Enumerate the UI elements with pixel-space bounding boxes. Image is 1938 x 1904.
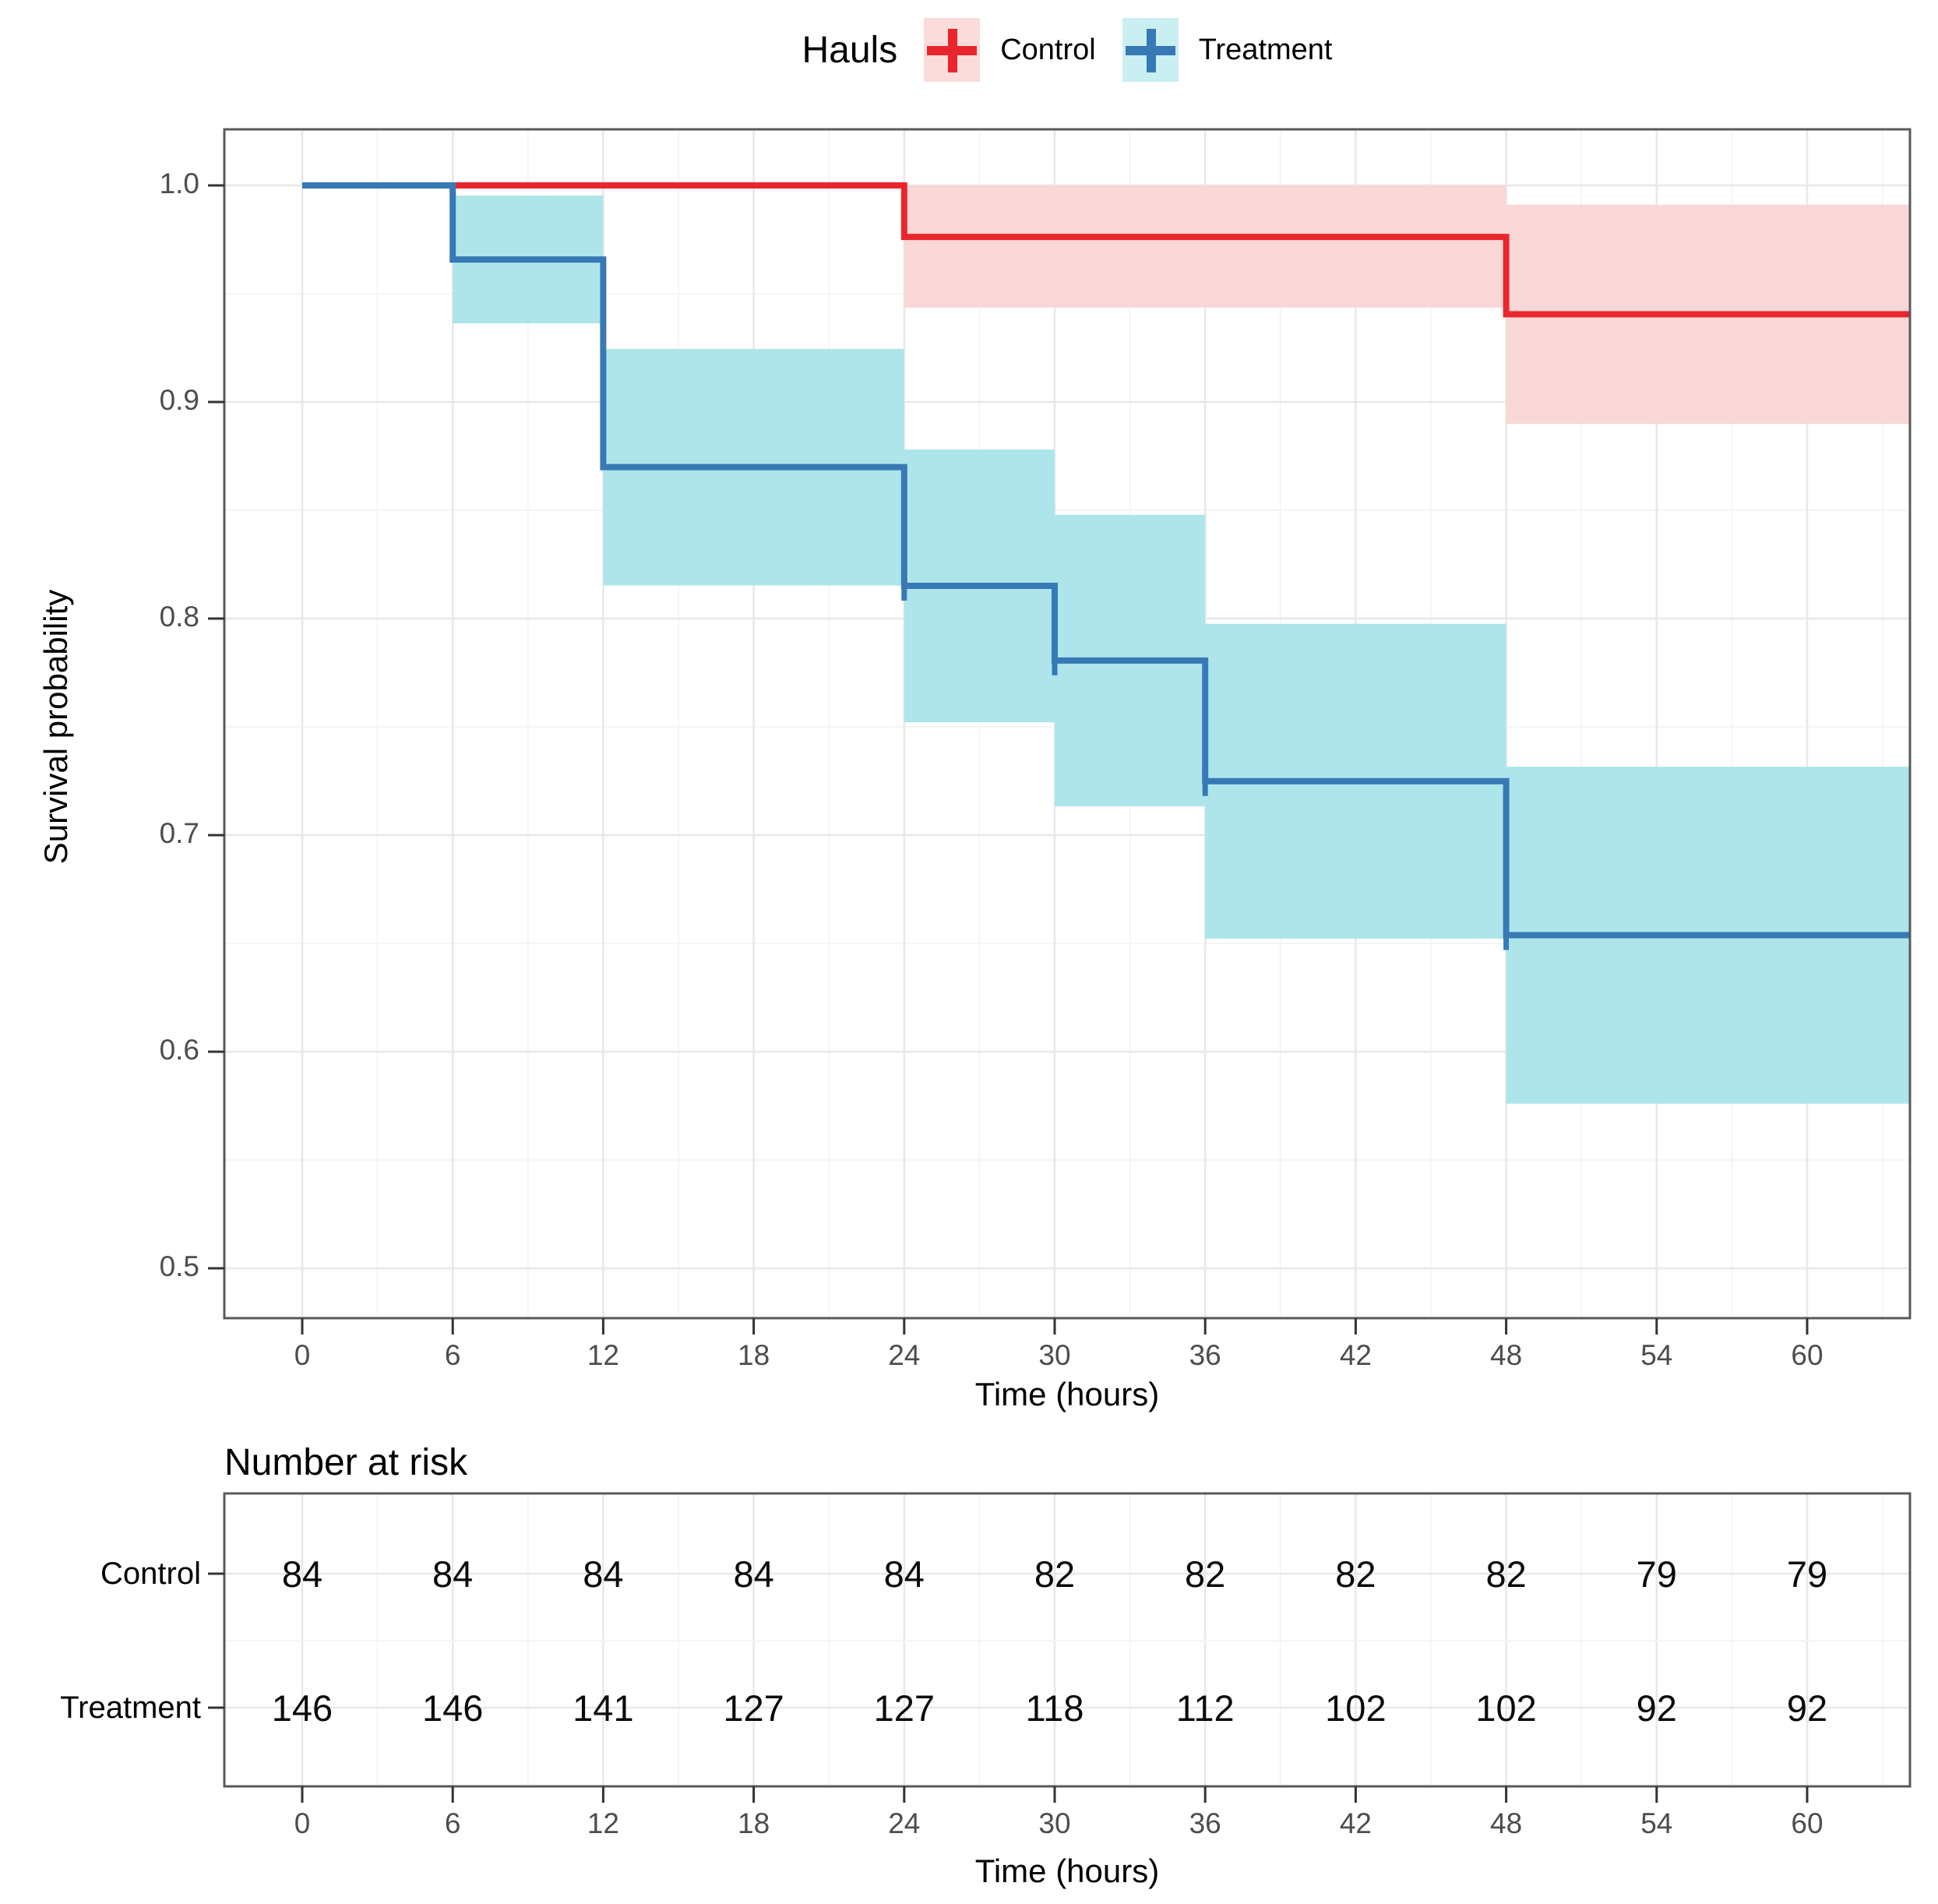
risk-x-tick-label: 6: [444, 1807, 461, 1839]
risk-x-tick-label: 24: [888, 1807, 921, 1839]
y-axis-title: Survival probability: [37, 589, 74, 865]
risk-value-control: 84: [583, 1553, 624, 1595]
risk-x-tick-label: 36: [1189, 1807, 1221, 1839]
risk-value-treatment: 92: [1636, 1687, 1677, 1729]
legend-item-treatment: Treatment: [1122, 18, 1333, 82]
risk-value-control: 82: [1034, 1553, 1076, 1595]
x-axis-title-main: Time (hours): [974, 1376, 1160, 1412]
risk-value-treatment: 127: [723, 1687, 784, 1729]
risk-row-label-control: Control: [100, 1557, 201, 1591]
x-tick-label: 36: [1189, 1339, 1221, 1371]
x-tick-label: 48: [1490, 1339, 1523, 1371]
legend-label-control: Control: [1000, 33, 1096, 66]
risk-x-tick-label: 0: [294, 1807, 311, 1839]
risk-x-tick-label: 48: [1490, 1807, 1523, 1839]
x-tick-label: 60: [1791, 1339, 1823, 1371]
risk-value-control: 84: [883, 1553, 925, 1595]
x-tick-label: 12: [587, 1339, 619, 1371]
legend-item-control: Control: [924, 18, 1096, 82]
treatment-plus-icon: [1122, 18, 1179, 82]
risk-x-tick-label: 18: [738, 1807, 770, 1839]
x-tick-label: 54: [1640, 1339, 1673, 1371]
risk-value-treatment: 102: [1475, 1687, 1537, 1729]
risk-panel-border: [223, 1492, 1912, 1788]
risk-row-label-treatment: Treatment: [60, 1691, 201, 1725]
ci-band-control: [904, 185, 1506, 308]
risk-value-treatment: 141: [573, 1687, 634, 1729]
risk-x-tick-label: 30: [1038, 1807, 1071, 1839]
risk-value-control: 82: [1185, 1553, 1226, 1595]
survival-curve-treatment: [302, 182, 1910, 939]
risk-x-tick-label: 54: [1640, 1807, 1673, 1839]
risk-x-tick-label: 12: [587, 1807, 619, 1839]
y-tick-label: 1.0: [159, 167, 199, 199]
x-tick-label: 24: [888, 1339, 921, 1371]
risk-value-control: 79: [1636, 1553, 1677, 1595]
x-tick-label: 0: [294, 1339, 311, 1371]
control-plus-icon: [924, 18, 981, 82]
risk-value-control: 84: [733, 1553, 774, 1595]
risk-value-control: 84: [432, 1553, 474, 1595]
main-panel-border: [223, 128, 1912, 1320]
risk-value-treatment: 102: [1325, 1687, 1387, 1729]
risk-table-title: Number at risk: [224, 1442, 468, 1483]
plot-legend: Hauls Control Treatment: [224, 17, 1910, 83]
risk-value-control: 84: [281, 1553, 323, 1595]
risk-value-control: 79: [1786, 1553, 1828, 1595]
legend-title: Hauls: [802, 29, 898, 71]
risk-value-treatment: 127: [873, 1687, 935, 1729]
y-tick-label: 0.7: [159, 817, 199, 849]
risk-value-treatment: 112: [1175, 1687, 1235, 1729]
risk-value-treatment: 118: [1025, 1687, 1084, 1729]
risk-value-control: 82: [1335, 1553, 1376, 1595]
risk-value-treatment: 92: [1786, 1687, 1828, 1729]
y-tick-label: 0.8: [159, 601, 199, 633]
survival-curve-control: [302, 182, 1910, 318]
legend-label-treatment: Treatment: [1198, 33, 1333, 66]
risk-x-tick-label: 42: [1339, 1807, 1372, 1839]
x-tick-label: 42: [1339, 1339, 1372, 1371]
y-tick-label: 0.5: [159, 1250, 199, 1282]
x-tick-label: 30: [1038, 1339, 1071, 1371]
x-tick-label: 18: [738, 1339, 770, 1371]
risk-value-treatment: 146: [421, 1687, 484, 1729]
risk-x-tick-label: 60: [1791, 1807, 1823, 1839]
x-axis-title-risk-table: Time (hours): [974, 1853, 1160, 1889]
y-tick-label: 0.6: [159, 1034, 199, 1066]
y-tick-label: 0.9: [159, 384, 199, 416]
risk-value-treatment: 146: [271, 1687, 333, 1729]
x-tick-label: 6: [444, 1339, 461, 1371]
risk-value-control: 82: [1485, 1553, 1527, 1595]
